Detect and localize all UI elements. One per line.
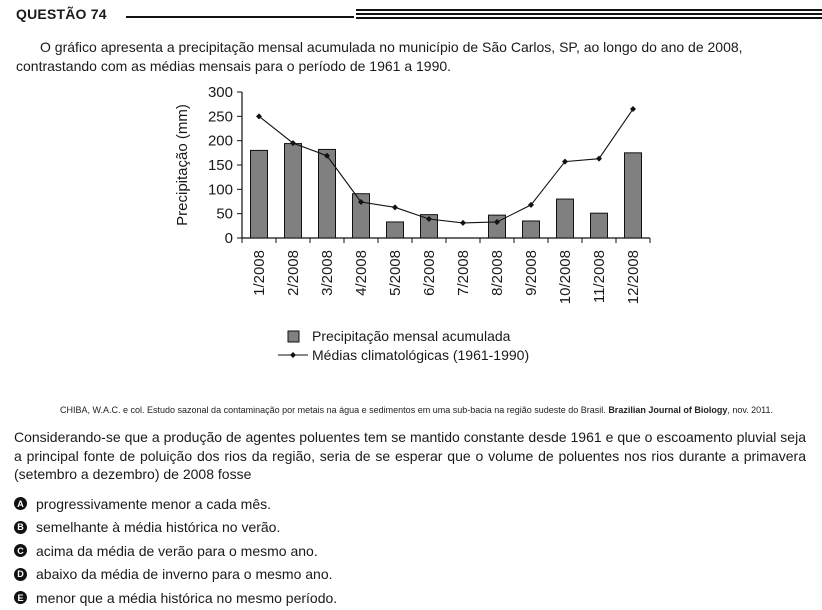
bar-4/2008 bbox=[352, 193, 370, 239]
y-tick-label: 250 bbox=[208, 108, 233, 125]
x-tick-label: 9/2008 bbox=[523, 250, 540, 296]
legend-label-precipitation: Precipitação mensal acumulada bbox=[312, 328, 511, 344]
question-prompt: Considerando-se que a produção de agente… bbox=[14, 429, 806, 482]
bar-8/2008 bbox=[488, 214, 506, 239]
climatology-line bbox=[258, 108, 634, 224]
climatology-point-7/2008 bbox=[460, 219, 466, 226]
bar-5/2008 bbox=[386, 221, 404, 239]
y-axis-label: Precipitação (mm) bbox=[174, 104, 191, 226]
climatology-point-2/2008 bbox=[290, 140, 296, 147]
question-header: QUESTÃO 74 bbox=[16, 6, 822, 26]
x-tick-label: 7/2008 bbox=[455, 250, 472, 296]
option-letter-badge: A bbox=[14, 497, 27, 511]
option-text: semelhante à média histórica no verão. bbox=[36, 519, 281, 536]
legend-label-climatology: Médias climatológicas (1961-1990) bbox=[312, 347, 529, 363]
y-tick-label: 150 bbox=[208, 157, 233, 174]
x-tick-label: 10/2008 bbox=[557, 250, 574, 304]
climatology-point-11/2008 bbox=[596, 155, 602, 162]
source-citation: CHIBA, W.A.C. e col. Estudo sazonal da c… bbox=[60, 405, 773, 415]
citation-journal: Brazilian Journal of Biology bbox=[608, 405, 728, 415]
y-tick-label: 200 bbox=[208, 133, 233, 150]
option-letter-badge: B bbox=[14, 520, 27, 534]
option-letter-badge: E bbox=[14, 591, 27, 605]
option-letter-badge: D bbox=[14, 567, 27, 581]
bar-9/2008 bbox=[522, 220, 540, 239]
option-text: acima da média de verão para o mesmo ano… bbox=[36, 542, 318, 559]
question-intro: O gráfico apresenta a precipitação mensa… bbox=[16, 38, 811, 76]
header-rule bbox=[126, 16, 354, 18]
y-tick-label: 300 bbox=[208, 84, 233, 101]
x-tick-label: 6/2008 bbox=[421, 250, 438, 296]
climatology-point-4/2008 bbox=[358, 198, 364, 205]
y-tick-label: 50 bbox=[216, 206, 233, 223]
climatology-point-8/2008 bbox=[494, 218, 500, 225]
climatology-point-10/2008 bbox=[562, 158, 568, 165]
climatology-point-12/2008 bbox=[630, 106, 636, 113]
legend-line-marker bbox=[290, 352, 296, 358]
intro-text: O gráfico apresenta a precipitação mensa… bbox=[16, 39, 743, 74]
option-text: abaixo da média de inverno para o mesmo … bbox=[36, 566, 333, 583]
citation-text: CHIBA, W.A.C. e col. Estudo sazonal da c… bbox=[60, 405, 606, 415]
bar-12/2008 bbox=[624, 152, 642, 239]
option-text: menor que a média histórica no mesmo per… bbox=[36, 589, 338, 606]
climatology-point-5/2008 bbox=[392, 204, 398, 211]
climatology-point-6/2008 bbox=[426, 216, 432, 223]
x-tick-label: 4/2008 bbox=[353, 250, 370, 296]
bar-2/2008 bbox=[284, 143, 302, 239]
bar-6/2008 bbox=[420, 214, 438, 239]
legend-bar-swatch bbox=[287, 330, 300, 343]
climatology-point-1/2008 bbox=[256, 113, 262, 120]
y-tick-label: 0 bbox=[225, 230, 233, 247]
bar-1/2008 bbox=[250, 149, 268, 239]
climatology-point-9/2008 bbox=[528, 201, 534, 208]
citation-tail: , nov. 2011. bbox=[727, 405, 774, 415]
x-tick-label: 11/2008 bbox=[591, 250, 608, 303]
x-tick-label: 2/2008 bbox=[285, 250, 302, 296]
bar-11/2008 bbox=[590, 212, 608, 239]
x-tick-label: 3/2008 bbox=[319, 250, 336, 296]
x-tick-label: 5/2008 bbox=[387, 250, 404, 296]
x-tick-label: 8/2008 bbox=[489, 250, 506, 296]
precipitation-chart: 0 50 100 150 200 250 300 Precipitação (mm) 1/200… bbox=[174, 84, 651, 363]
x-tick-label: 12/2008 bbox=[625, 250, 642, 304]
bar-3/2008 bbox=[318, 148, 336, 239]
header-thick-rule bbox=[356, 9, 822, 21]
question-title: QUESTÃO 74 bbox=[16, 6, 107, 22]
bar-10/2008 bbox=[556, 198, 574, 239]
climatology-point-3/2008 bbox=[324, 152, 330, 159]
y-tick-label: 100 bbox=[208, 181, 233, 198]
option-text: progressivamente menor a cada mês. bbox=[36, 495, 271, 512]
option-letter-badge: C bbox=[14, 544, 27, 558]
x-tick-label: 1/2008 bbox=[251, 250, 268, 296]
